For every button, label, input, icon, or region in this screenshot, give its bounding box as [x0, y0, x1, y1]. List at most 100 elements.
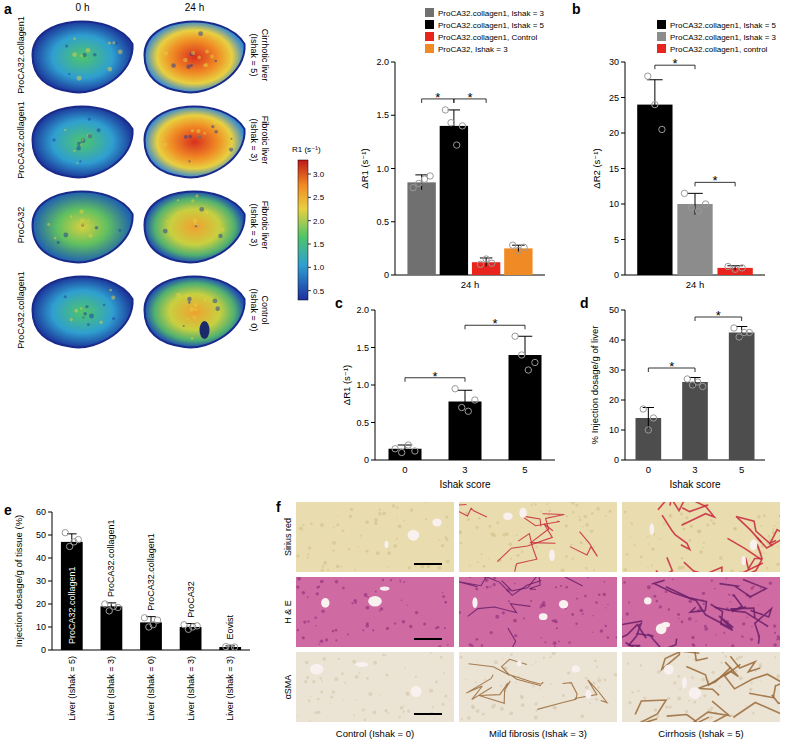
tissue-speckle	[354, 602, 356, 604]
tissue-speckle	[691, 676, 694, 679]
tissue-speckle	[447, 644, 449, 646]
mri-speckle	[82, 316, 84, 318]
tissue-speckle	[706, 523, 709, 526]
tissue-speckle	[515, 682, 517, 684]
tissue-speckle	[723, 632, 725, 634]
figure: abcdef0 h24 hProCA32.collagen1Cirrhotic …	[0, 0, 788, 745]
tissue-speckle	[777, 522, 778, 523]
fibrosis-strand	[686, 662, 738, 685]
tissue-speckle	[461, 718, 463, 720]
fibrosis-strand	[629, 624, 641, 647]
tissue-speckle	[447, 527, 448, 528]
mri-speckle	[80, 307, 82, 309]
data-point	[650, 415, 656, 421]
tissue-speckle	[332, 630, 335, 633]
tissue-speckle	[776, 639, 778, 641]
tissue-speckle	[459, 531, 462, 535]
tissue-speckle	[571, 559, 572, 560]
error-bar	[643, 408, 654, 429]
tissue-speckle	[317, 586, 320, 589]
tissue-speckle	[728, 594, 730, 596]
mri-speckle	[83, 312, 87, 316]
mri-speckle	[188, 160, 190, 162]
tissue-speckle	[603, 593, 606, 596]
tissue-speckle	[335, 639, 337, 641]
fibrosis-strand	[497, 524, 553, 562]
tissue-speckle	[493, 534, 496, 537]
tissue-speckle	[350, 508, 353, 511]
tissue-speckle	[774, 656, 776, 658]
data-point	[410, 184, 416, 190]
data-point	[416, 180, 422, 186]
column-label: Control (Ishak = 0)	[336, 728, 414, 739]
y-tick-label: 20	[609, 128, 619, 138]
mri-speckle	[95, 226, 99, 230]
tissue-speckle	[460, 656, 463, 659]
tissue-speckle	[297, 629, 299, 631]
y-tick	[621, 239, 625, 240]
y-tick-label: 20	[36, 599, 46, 609]
bar	[504, 248, 532, 275]
legend-label: ProCA32.collagen1, Control	[438, 33, 537, 42]
tissue-speckle	[337, 658, 339, 660]
tissue-speckle	[496, 521, 499, 524]
mri-speckle	[79, 160, 81, 162]
tissue-speckle	[556, 627, 558, 629]
tissue-speckle	[746, 617, 747, 618]
tissue-speckle	[322, 657, 326, 661]
tissue-speckle	[415, 565, 416, 566]
tissue-speckle	[305, 661, 308, 664]
tissue-speckle	[327, 569, 329, 571]
fibrosis-strand	[622, 619, 642, 626]
histology-panel: Sirius redH & EαSMAControl (Ishak = 0)Mi…	[283, 456, 788, 739]
label-line: Fibrotic liver	[260, 116, 270, 165]
mri-speckle	[183, 58, 188, 63]
tissue-speckle	[647, 585, 651, 589]
data-point	[684, 376, 690, 382]
tissue-speckle	[478, 517, 481, 520]
tissue-speckle	[366, 677, 369, 680]
tissue-speckle	[439, 539, 441, 541]
panel-letter: c	[335, 295, 343, 311]
data-point	[399, 449, 405, 455]
tissue-speckle	[561, 569, 565, 572]
row-agent-label: ProCA32.collagen1	[16, 16, 26, 94]
label-line: Fibrotic liver	[260, 201, 270, 250]
tissue-speckle	[643, 697, 646, 700]
mri-speckle	[107, 67, 112, 72]
tissue-speckle	[309, 721, 311, 722]
tissue-speckle	[481, 644, 483, 646]
tissue-speckle	[562, 694, 565, 697]
tissue-speckle	[637, 690, 639, 692]
tissue-speckle	[683, 528, 686, 531]
tissue-speckle	[685, 710, 688, 713]
tissue-speckle	[415, 676, 417, 678]
tissue-speckle	[332, 541, 336, 545]
tissue-speckle	[663, 523, 665, 525]
data-point	[194, 623, 200, 629]
row-condition-label: Fibrotic liver(Ishak = 3)	[249, 116, 270, 165]
row-condition-label: Fibrotic liver(Ishak = 3)	[249, 201, 270, 250]
mri-speckle	[198, 31, 203, 36]
tissue-speckle	[543, 657, 545, 659]
mri-speckle	[85, 305, 88, 308]
tissue-speckle	[396, 538, 398, 540]
tissue-speckle	[380, 694, 381, 695]
vessel	[682, 677, 687, 688]
vessel	[310, 664, 323, 675]
legend-label: ProCA32, Ishak = 3	[438, 45, 508, 54]
tissue-speckle	[623, 581, 626, 584]
mri-speckle	[177, 199, 179, 201]
tissue-speckle	[332, 549, 334, 551]
tissue-speckle	[669, 514, 673, 518]
mri-speckle	[211, 125, 214, 128]
legend-label: ProCA32.collagen1, control	[670, 45, 768, 54]
panel-letter: f	[276, 499, 281, 515]
panel-letter: d	[580, 295, 589, 311]
y-tick-label: 10	[36, 622, 46, 632]
fibrosis-strand	[515, 534, 537, 572]
tissue-speckle	[408, 566, 411, 569]
tissue-speckle	[651, 548, 654, 551]
tissue-speckle	[544, 641, 546, 643]
tissue-speckle	[323, 561, 327, 565]
